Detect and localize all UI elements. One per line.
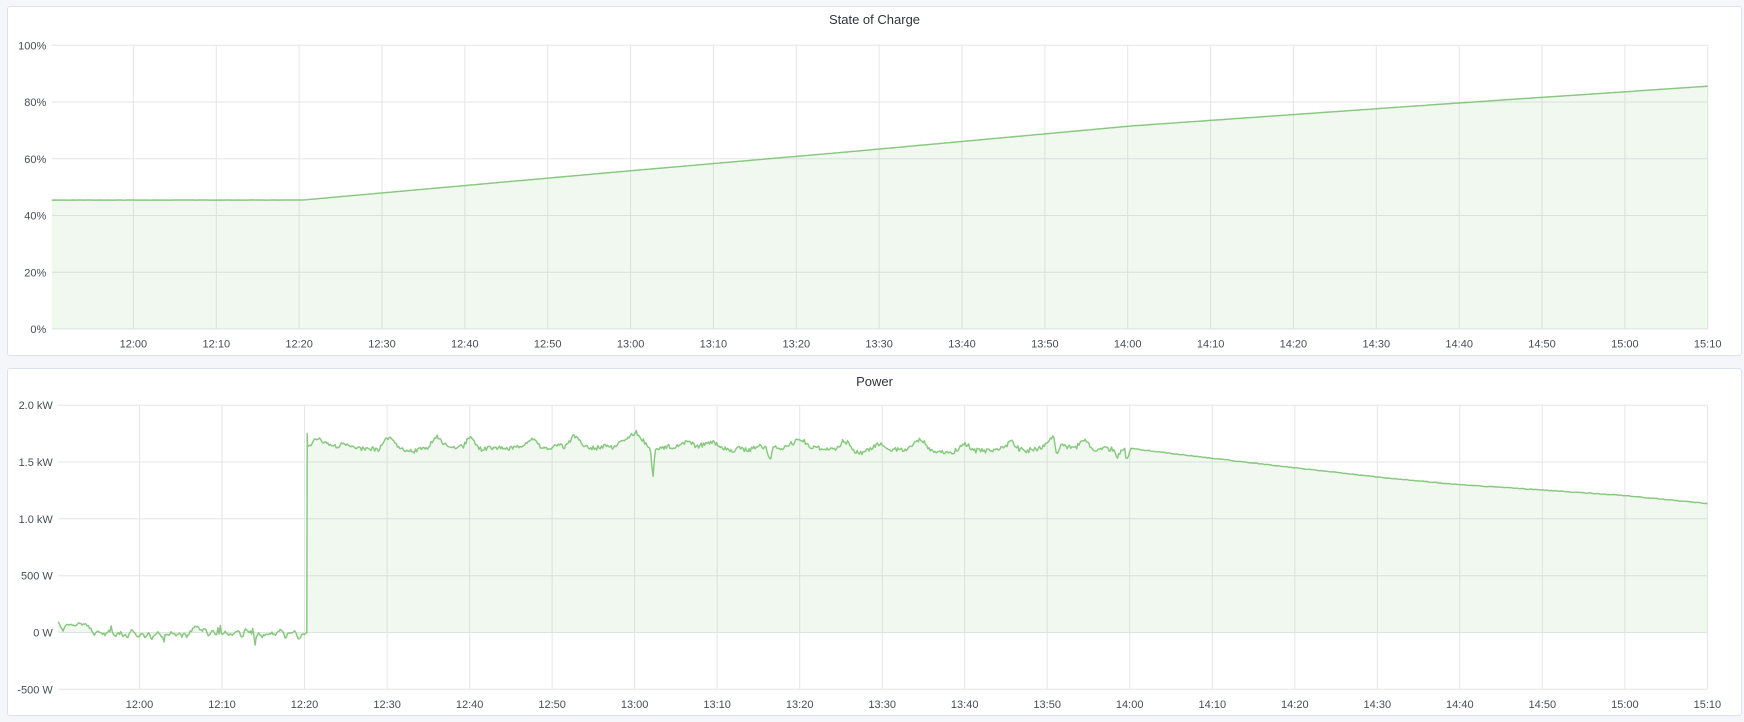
svg-text:15:00: 15:00 [1611,699,1639,711]
svg-text:13:10: 13:10 [703,699,731,711]
svg-text:12:00: 12:00 [126,699,154,711]
svg-text:12:20: 12:20 [291,699,319,711]
svg-text:60%: 60% [24,154,46,166]
svg-text:13:20: 13:20 [783,339,811,351]
svg-text:13:40: 13:40 [948,339,976,351]
svg-text:12:40: 12:40 [456,699,484,711]
svg-text:14:40: 14:40 [1445,339,1473,351]
svg-text:12:50: 12:50 [534,339,562,351]
svg-text:15:10: 15:10 [1694,699,1722,711]
svg-text:14:50: 14:50 [1529,699,1557,711]
svg-text:0 W: 0 W [33,628,53,640]
svg-text:12:10: 12:10 [208,699,236,711]
svg-text:12:20: 12:20 [285,339,313,351]
svg-text:12:30: 12:30 [368,339,396,351]
svg-text:12:10: 12:10 [203,339,231,351]
svg-text:100%: 100% [18,40,46,52]
svg-text:14:30: 14:30 [1364,699,1392,711]
svg-text:12:00: 12:00 [120,339,148,351]
svg-text:2.0 kW: 2.0 kW [19,400,54,412]
svg-text:13:20: 13:20 [786,699,814,711]
svg-text:14:10: 14:10 [1199,699,1227,711]
svg-text:14:10: 14:10 [1197,339,1225,351]
svg-text:14:20: 14:20 [1281,699,1309,711]
svg-text:State of Charge: State of Charge [829,12,920,27]
svg-text:500 W: 500 W [21,571,53,583]
svg-text:13:50: 13:50 [1033,699,1061,711]
svg-text:12:50: 12:50 [538,699,566,711]
svg-text:80%: 80% [24,97,46,109]
svg-text:14:30: 14:30 [1363,339,1391,351]
svg-text:0%: 0% [30,324,46,336]
svg-text:14:00: 14:00 [1114,339,1142,351]
svg-text:14:50: 14:50 [1528,339,1556,351]
svg-text:13:30: 13:30 [868,699,896,711]
svg-text:13:00: 13:00 [621,699,649,711]
svg-text:1.0 kW: 1.0 kW [19,514,54,526]
svg-text:13:30: 13:30 [865,339,893,351]
svg-text:12:40: 12:40 [451,339,479,351]
svg-text:40%: 40% [24,211,46,223]
svg-text:13:40: 13:40 [951,699,979,711]
svg-text:15:10: 15:10 [1694,339,1722,351]
svg-text:14:00: 14:00 [1116,699,1144,711]
svg-text:-500 W: -500 W [17,684,53,696]
svg-text:Power: Power [856,374,894,389]
svg-text:12:30: 12:30 [373,699,401,711]
svg-text:14:40: 14:40 [1446,699,1474,711]
svg-text:1.5 kW: 1.5 kW [19,457,54,469]
svg-text:13:00: 13:00 [617,339,645,351]
svg-text:14:20: 14:20 [1280,339,1308,351]
svg-text:20%: 20% [24,267,46,279]
svg-text:15:00: 15:00 [1611,339,1639,351]
svg-text:13:10: 13:10 [700,339,728,351]
svg-text:13:50: 13:50 [1031,339,1059,351]
